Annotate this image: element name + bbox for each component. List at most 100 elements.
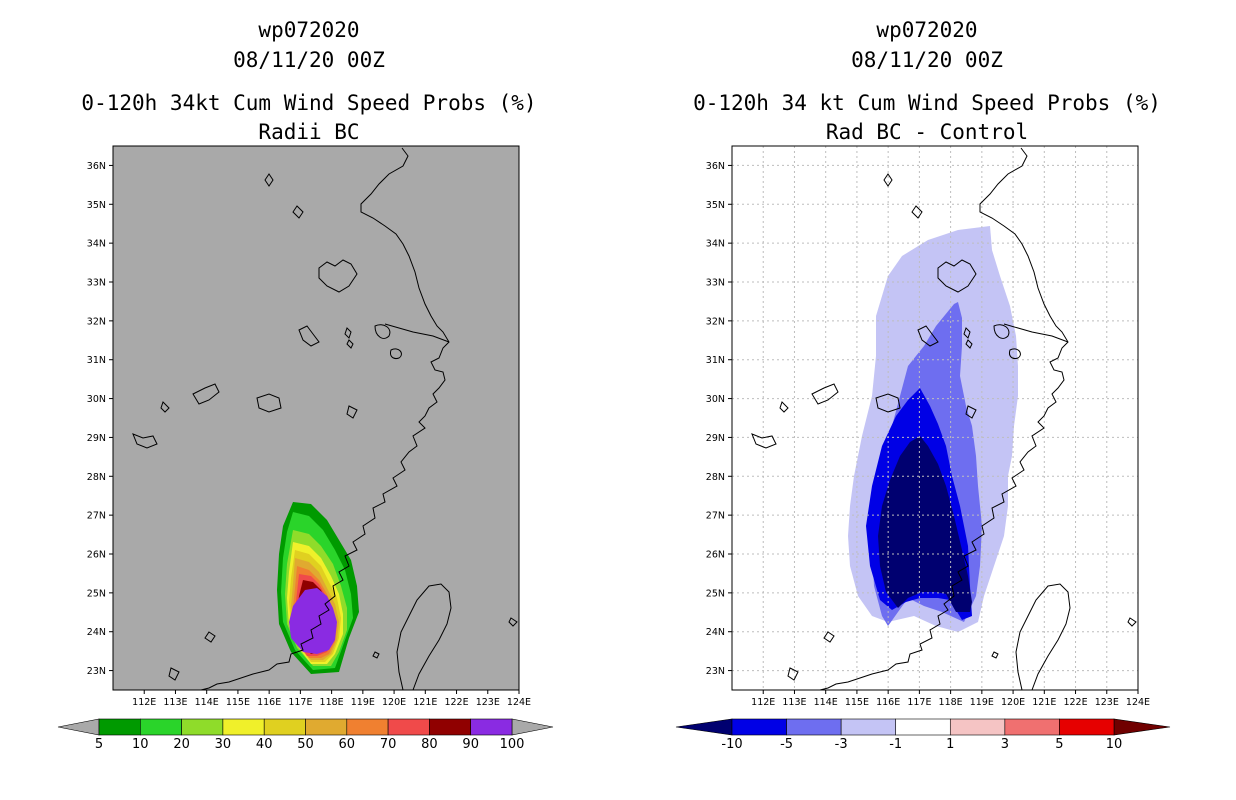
lon-tick-label: 112E [132,697,156,708]
lon-tick-label: 123E [476,697,500,708]
left-lon-ticks: 112E 113E 114E 115E 116E 117E 118E 119E 120E 121E… [132,690,531,708]
colorbar-high-end [1113,718,1171,736]
lon-tick-label: 120E [382,697,406,708]
lon-tick-label: 119E [970,697,994,708]
lat-tick-label: 23N [87,666,106,677]
colorbar-label: 80 [421,737,438,752]
left-storm-id: wp072020 [258,18,359,42]
right-lat-ticks: 23N 24N 25N 26N 27N 28N 29N 30N 31N 32N 33N 34N 35N 3… [706,161,732,677]
left-lat-ticks: 23N 24N 25N 26N 27N 28N 29N 30N 31N 32N 33N 34N 35N 3… [87,161,113,677]
lon-tick-label: 118E [320,697,344,708]
lat-tick-label: 23N [706,666,725,677]
lat-tick-label: 30N [706,394,725,405]
colorbar-label: -1 [889,737,902,752]
colorbar-label: 50 [297,737,314,752]
colorbar-swatch [1059,718,1115,736]
colorbar-label: 70 [380,737,397,752]
lon-tick-label: 123E [1095,697,1119,708]
lat-tick-label: 32N [706,316,725,327]
lat-tick-label: 25N [87,588,106,599]
colorbar-swatch [222,718,265,736]
colorbar-swatch [949,718,1006,736]
colorbar-low-end [57,718,100,736]
lat-tick-label: 28N [87,472,106,483]
right-subtitle: Rad BC - Control [826,120,1028,144]
lat-tick-label: 28N [706,472,725,483]
lat-tick-label: 31N [87,355,106,366]
lon-tick-label: 114E [195,697,219,708]
lon-tick-label: 118E [939,697,963,708]
right-map-frame [731,145,1139,691]
lat-tick-label: 36N [706,161,725,172]
lat-tick-label: 33N [87,278,106,289]
left-subtitle: Radii BC [258,120,359,144]
lat-tick-label: 31N [706,355,725,366]
right-difference-contours [848,226,1018,632]
lon-tick-label: 117E [288,697,312,708]
lat-tick-label: 35N [87,200,106,211]
colorbar-label: 5 [1055,737,1063,752]
colorbar-swatch [895,718,951,736]
lon-tick-label: 119E [351,697,375,708]
lon-tick-label: 116E [876,697,900,708]
left-map-frame [112,145,520,691]
left-map: 23N 24N 25N 26N 27N 28N 29N 30N 31N 32N 33N 34N 35N 3… [87,145,531,708]
colorbar-swatch [387,718,430,736]
lat-tick-label: 32N [87,316,106,327]
right-lon-ticks: 112E 113E 114E 115E 116E 117E 118E 119E 120E 121E… [751,690,1150,708]
lon-tick-label: 121E [1032,697,1056,708]
colorbar-label: 5 [95,737,103,752]
right-map: 23N 24N 25N 26N 27N 28N 29N 30N 31N 32N 33N 34N 35N 3… [706,145,1150,708]
lat-tick-label: 27N [87,511,106,522]
colorbar-label: 20 [173,737,190,752]
right-storm-id: wp072020 [876,18,977,42]
lon-tick-label: 115E [845,697,869,708]
lon-tick-label: 122E [1063,697,1087,708]
lon-tick-label: 112E [751,697,775,708]
lon-tick-label: 114E [814,697,838,708]
lon-tick-label: 121E [413,697,437,708]
lon-tick-label: 113E [163,697,187,708]
lon-tick-label: 116E [257,697,281,708]
colorbar-swatch [786,718,842,736]
lat-tick-label: 30N [87,394,106,405]
lat-tick-label: 34N [87,239,106,250]
colorbar-label: 90 [462,737,479,752]
colorbar-swatch [263,718,306,736]
colorbar-swatch [429,718,471,736]
colorbar-label: -5 [780,737,793,752]
colorbar-swatch [1004,718,1060,736]
lat-tick-label: 35N [706,200,725,211]
lat-tick-label: 24N [87,627,106,638]
lat-tick-label: 33N [706,278,725,289]
colorbar-label: 1 [946,737,954,752]
colorbar-swatch [840,718,897,736]
colorbar-swatch [181,718,224,736]
colorbar-label: 3 [1001,737,1009,752]
lat-tick-label: 27N [706,511,725,522]
colorbar-high-end [511,718,554,736]
lon-tick-label: 117E [907,697,931,708]
left-panel: wp072020 08/11/20 00Z 0-120h 34kt Cum Wi… [57,18,554,752]
colorbar-low-end [675,718,733,736]
colorbar-swatch [98,718,141,736]
right-colorbar: -10 -5 -3 -1 1 3 5 10 [675,718,1171,752]
lon-tick-label: 124E [507,697,531,708]
left-title: 0-120h 34kt Cum Wind Speed Probs (%) [81,91,536,115]
colorbar-swatch [731,718,787,736]
lat-tick-label: 25N [706,588,725,599]
left-probability-contours [277,502,359,674]
lat-tick-label: 26N [706,550,725,561]
left-datetime: 08/11/20 00Z [233,48,385,72]
colorbar-swatch [305,718,348,736]
colorbar-label: 10 [132,737,149,752]
lat-tick-label: 29N [706,433,725,444]
left-colorbar: 5 10 20 30 40 50 60 70 80 90 100 [57,718,554,752]
lon-tick-label: 122E [444,697,468,708]
colorbar-label: 40 [256,737,273,752]
right-datetime: 08/11/20 00Z [851,48,1003,72]
colorbar-swatch [346,718,389,736]
right-panel: wp072020 08/11/20 00Z 0-120h 34 kt Cum W… [675,18,1171,752]
colorbar-label: -10 [721,737,742,752]
lat-tick-label: 36N [87,161,106,172]
